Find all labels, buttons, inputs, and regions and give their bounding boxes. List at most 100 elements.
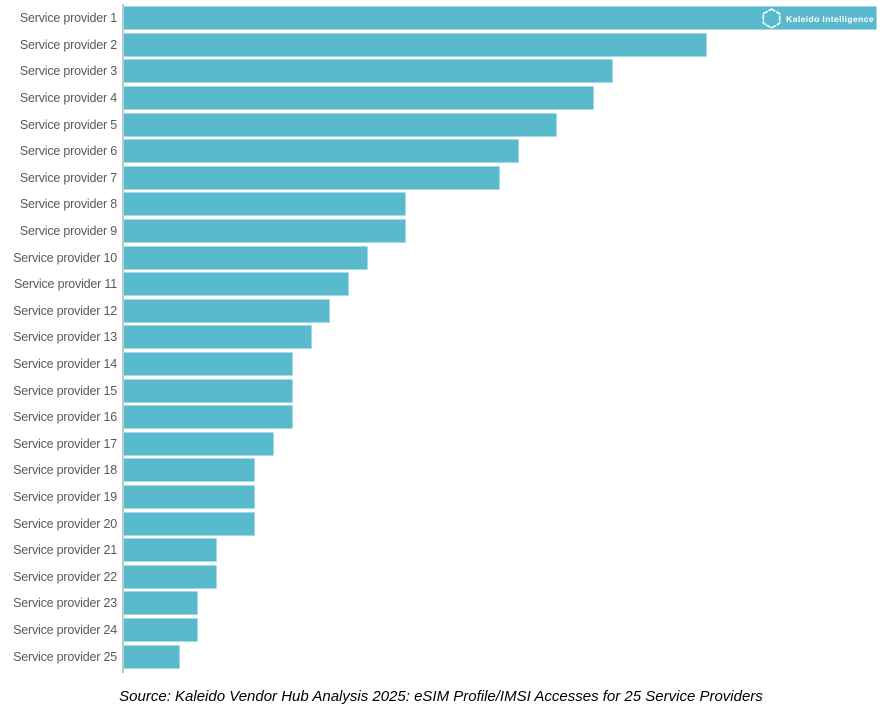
bar-track <box>123 564 877 589</box>
bar-track <box>123 538 877 563</box>
bar-row: Service provider 16 <box>0 404 877 431</box>
bar-row: Service provider 5 <box>0 111 877 138</box>
category-label: Service provider 18 <box>13 463 117 478</box>
bar <box>123 112 557 137</box>
category-label: Service provider 12 <box>13 303 117 318</box>
category-label: Service provider 19 <box>13 489 117 504</box>
bar-row: Service provider 17 <box>0 431 877 458</box>
bar-track <box>123 139 877 164</box>
bar-track <box>123 192 877 217</box>
bar <box>123 405 293 430</box>
bar-track <box>123 405 877 430</box>
bar-row: Service provider 25 <box>0 643 877 670</box>
bar-track <box>123 617 877 642</box>
y-axis-line <box>122 4 124 673</box>
bar <box>123 272 350 297</box>
category-label: Service provider 2 <box>19 37 117 52</box>
bar-row: Service provider 19 <box>0 484 877 511</box>
category-label: Service provider 10 <box>13 250 117 265</box>
category-label: Service provider 8 <box>19 197 117 212</box>
bar-track <box>123 352 877 377</box>
bar-track <box>123 484 877 509</box>
bar-track <box>123 591 877 616</box>
bar-row: Service provider 12 <box>0 298 877 325</box>
bar-track <box>123 511 877 536</box>
bar <box>123 219 406 244</box>
logo-text: Kaleido Intelligence <box>786 13 874 24</box>
category-label: Service provider 20 <box>13 516 117 531</box>
category-label: Service provider 24 <box>13 622 117 637</box>
bar <box>123 245 369 270</box>
bar-row: Service provider 6 <box>0 138 877 165</box>
bar-row: Service provider 11 <box>0 271 877 298</box>
bar-track <box>123 325 877 350</box>
category-label: Service provider 7 <box>19 170 117 185</box>
bar-track <box>123 165 877 190</box>
bar <box>123 591 199 616</box>
bar-row: Service provider 18 <box>0 457 877 484</box>
bar-row: Service provider 14 <box>0 351 877 378</box>
bar-track <box>123 6 877 31</box>
bar-row: Service provider 2 <box>0 32 877 59</box>
category-label: Service provider 21 <box>13 543 117 558</box>
category-label: Service provider 5 <box>19 117 117 132</box>
category-label: Service provider 6 <box>19 144 117 159</box>
bar-row: Service provider 10 <box>0 244 877 271</box>
bar <box>123 378 293 403</box>
bar-track <box>123 59 877 84</box>
bar <box>123 192 406 217</box>
kaleido-logo: Kaleido Intelligence <box>762 8 874 29</box>
bar <box>123 139 519 164</box>
category-label: Service provider 22 <box>13 569 117 584</box>
bar-track <box>123 32 877 57</box>
bar-track <box>123 644 877 669</box>
bar-row: Service provider 13 <box>0 324 877 351</box>
bar <box>123 352 293 377</box>
bar-row: Service provider 4 <box>0 85 877 112</box>
bar <box>123 165 500 190</box>
bar <box>123 617 199 642</box>
bar <box>123 298 331 323</box>
bar <box>123 511 255 536</box>
bar <box>123 458 255 483</box>
bar-track <box>123 378 877 403</box>
bar <box>123 59 614 84</box>
bar <box>123 564 218 589</box>
bar-row: Service provider 23 <box>0 590 877 617</box>
bar <box>123 325 312 350</box>
bar-row: Service provider 8 <box>0 191 877 218</box>
category-label: Service provider 11 <box>14 277 117 292</box>
bar <box>123 484 255 509</box>
bar <box>123 431 274 456</box>
bar-track <box>123 86 877 111</box>
bar-row: Service provider 21 <box>0 537 877 564</box>
bar-rows-container: Service provider 1 Service provider 2 Se… <box>0 5 877 670</box>
category-label: Service provider 1 <box>19 11 117 26</box>
bar-row: Service provider 15 <box>0 377 877 404</box>
bar-row: Service provider 20 <box>0 510 877 537</box>
bar-row: Service provider 1 <box>0 5 877 32</box>
bar-row: Service provider 3 <box>0 58 877 85</box>
bar-track <box>123 272 877 297</box>
bar-row: Service provider 9 <box>0 218 877 245</box>
category-label: Service provider 17 <box>13 436 117 451</box>
category-label: Service provider 9 <box>19 224 117 239</box>
bar-row: Service provider 24 <box>0 617 877 644</box>
bar-track <box>123 431 877 456</box>
bar <box>123 6 877 31</box>
category-label: Service provider 16 <box>13 410 117 425</box>
category-label: Service provider 14 <box>13 357 117 372</box>
source-caption: Source: Kaleido Vendor Hub Analysis 2025… <box>119 688 763 705</box>
category-label: Service provider 25 <box>13 649 117 664</box>
bar-track <box>123 112 877 137</box>
bar-row: Service provider 7 <box>0 165 877 192</box>
category-label: Service provider 13 <box>13 330 117 345</box>
bar-track <box>123 298 877 323</box>
bar-track <box>123 219 877 244</box>
category-label: Service provider 15 <box>13 383 117 398</box>
hexagon-logo-icon <box>762 8 781 29</box>
bar-row: Service provider 22 <box>0 563 877 590</box>
bar <box>123 538 218 563</box>
bar-track <box>123 458 877 483</box>
